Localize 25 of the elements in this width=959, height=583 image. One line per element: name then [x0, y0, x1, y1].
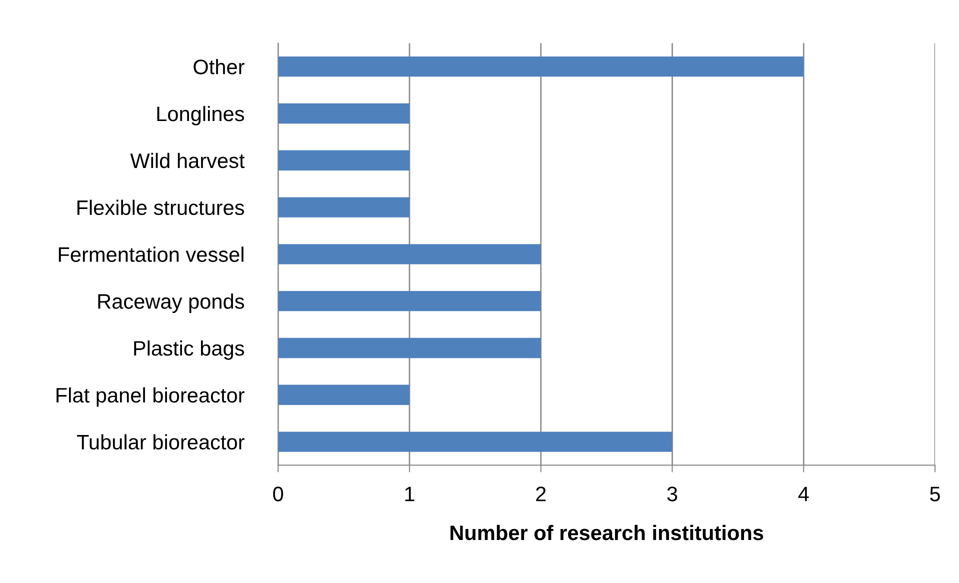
y-tick-label: Other [194, 59, 244, 74]
bar [278, 56, 804, 77]
x-tick-label: 1 [405, 486, 414, 502]
bar [278, 244, 541, 264]
y-tick-label: Raceway ponds [98, 294, 244, 313]
y-tick-label: Fermentation vessel [58, 246, 244, 262]
y-tick-label: Plastic bags [134, 340, 244, 360]
x-tick-label: 4 [798, 486, 809, 502]
bar [278, 150, 410, 170]
bar [278, 197, 410, 218]
x-tick-label: 3 [667, 486, 678, 502]
bar [278, 103, 410, 124]
y-tick-label: Flexible structures [77, 200, 244, 216]
x-tick-label: 5 [930, 486, 940, 502]
y-tick-label: Wild harvest [130, 152, 245, 168]
x-axis-title: Number of research institutions [450, 524, 764, 540]
y-tick-label: Flat panel bioreactor [56, 387, 244, 407]
x-tick-label: 0 [273, 486, 284, 502]
y-tick-label: Longlines [157, 106, 244, 126]
bar [278, 384, 410, 405]
bar [278, 432, 672, 452]
x-tick-label: 2 [536, 486, 546, 502]
bar [278, 338, 541, 358]
bar [278, 291, 541, 312]
y-tick-label: Tubular bioreactor [76, 434, 244, 450]
